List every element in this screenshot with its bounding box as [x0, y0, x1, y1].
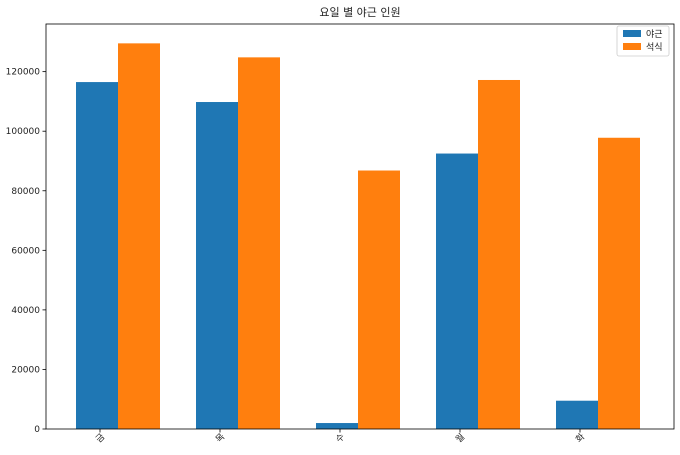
chart-title: 요일 별 야근 인원 — [319, 5, 400, 19]
bar-1-5 — [556, 400, 598, 429]
x-tick-label-3: 수 — [334, 432, 348, 446]
y-tick-label-3: 40000 — [11, 306, 40, 316]
bar-2-5 — [598, 137, 640, 429]
bar-1-2 — [196, 102, 238, 429]
y-tick-label-6: 100000 — [6, 127, 41, 137]
x-tick-label-4: 월 — [453, 431, 467, 445]
legend-swatch-1 — [623, 30, 641, 37]
y-tick-label-7: 120000 — [6, 68, 41, 78]
y-tick-label-4: 60000 — [11, 246, 40, 256]
y-tick-label-2: 20000 — [11, 365, 40, 375]
bar-1-4 — [436, 153, 478, 429]
bar-2-4 — [478, 79, 520, 429]
bar-2-1 — [118, 43, 160, 429]
x-tick-label-1: 금 — [94, 432, 108, 446]
legend-label-2: 석식 — [646, 42, 663, 53]
legend: 야근 석식 — [616, 25, 670, 57]
bar-1-1 — [76, 82, 118, 429]
y-tick-label-1: 0 — [34, 425, 40, 435]
bar-2-3 — [358, 170, 400, 429]
bars-layer — [76, 43, 640, 430]
plot-frame — [45, 23, 675, 430]
bar-2-2 — [238, 57, 280, 430]
x-tick-label-2: 목 — [214, 432, 228, 446]
bar-1-3 — [316, 423, 358, 429]
y-tick-label-5: 80000 — [11, 187, 40, 197]
legend-swatch-2 — [623, 43, 641, 50]
legend-label-1: 야근 — [646, 29, 663, 40]
x-tick-label-5: 화 — [574, 432, 588, 446]
